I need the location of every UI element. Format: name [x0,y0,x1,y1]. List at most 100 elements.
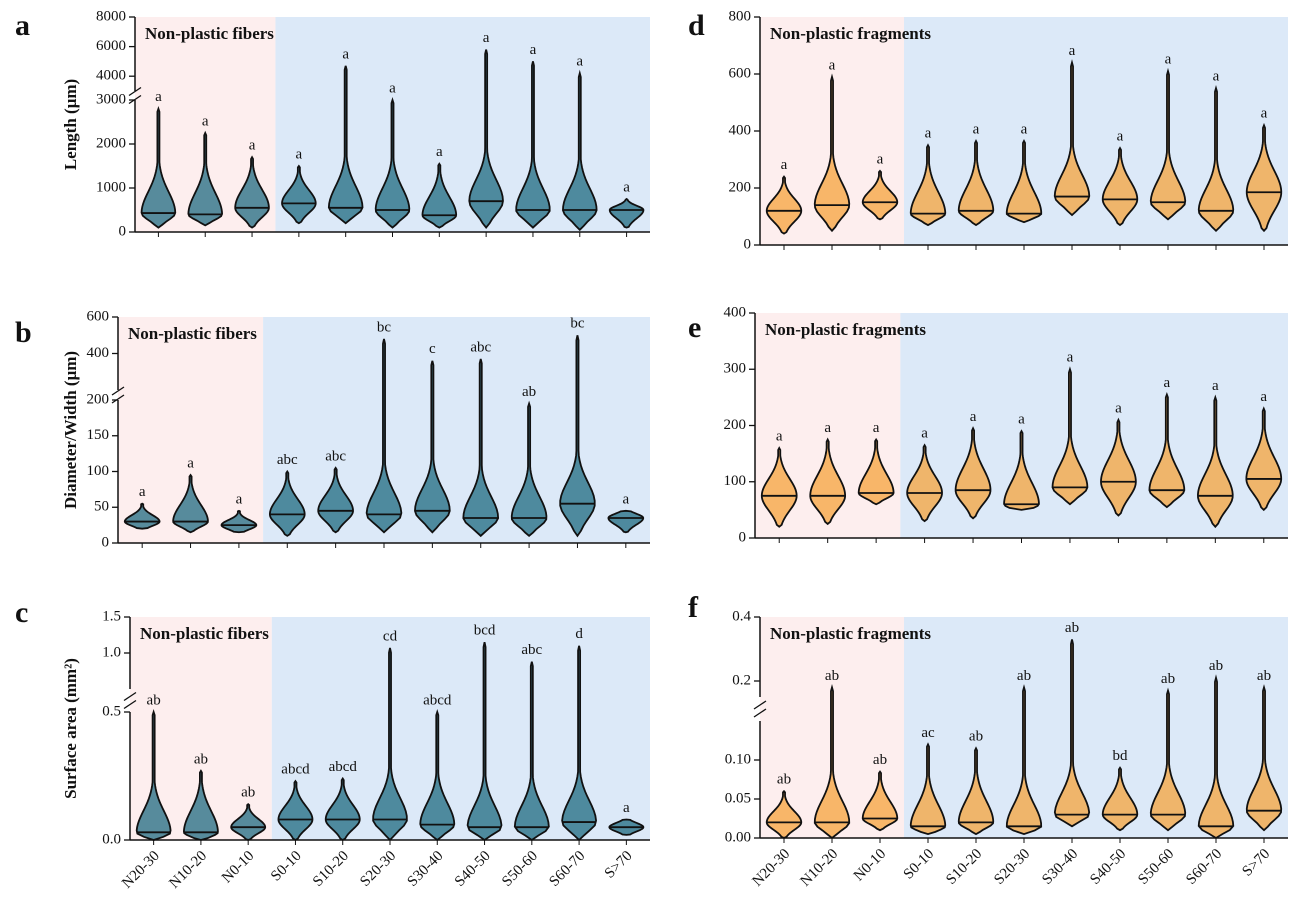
y-tick-label: 200 [729,179,752,195]
violin [1053,59,1091,217]
x-tick-label: S60-70 [546,848,588,890]
y-tick-label: 1000 [96,179,126,195]
violin [1245,406,1283,512]
significance-letter: a [389,80,396,96]
violin [1100,417,1137,517]
x-tick-label: N0-10 [851,846,889,884]
axis-break [123,699,137,710]
violin [760,446,798,528]
significance-letter: a [973,121,980,137]
violin [608,197,645,229]
significance-letter: ab [147,692,161,708]
violin [172,473,209,534]
significance-letter: bc [570,316,585,332]
significance-letter: a [925,126,932,142]
axis-break [753,708,767,718]
y-tick-label: 0.5 [102,703,121,719]
violin [954,426,992,520]
significance-letter: ac [921,725,935,741]
x-tick-label: S30-40 [1039,846,1081,888]
x-tick-label: S>70 [1239,846,1273,880]
y-tick-label: 0 [119,223,127,239]
background-blue [271,617,650,840]
axis-break [123,691,137,702]
violin [1005,139,1043,224]
significance-letter: a [1164,375,1171,391]
significance-letter: bcd [474,623,496,639]
violin [909,742,947,836]
violin [957,746,995,836]
significance-letter: ab [1209,658,1223,674]
significance-letter: a [829,57,836,73]
significance-letter: a [1260,389,1267,405]
significance-letter: a [296,146,303,162]
y-tick-label: 150 [87,427,110,443]
significance-letter: a [824,420,831,436]
x-tick-label: N0-10 [219,848,257,886]
violin [187,130,223,227]
violin [327,65,364,225]
x-tick-label: N20-30 [119,848,163,892]
significance-letter: ab [1065,620,1079,636]
violin [374,97,411,229]
violin [468,49,504,230]
violin [462,358,500,538]
violin [906,443,943,523]
violin [1005,684,1043,836]
y-tick-label: 0.2 [732,672,751,688]
violin [268,469,306,537]
annotation: Non-plastic fibers [128,324,257,343]
significance-letter: a [436,144,443,160]
significance-letter: a [202,113,209,129]
x-tick-label: S0-10 [268,848,305,885]
violin [1245,122,1283,233]
significance-letter: a [139,484,146,500]
significance-letter: a [1018,412,1025,428]
significance-letter: cd [383,628,398,644]
x-tick-label: S20-30 [357,848,399,890]
y-tick-label: 100 [87,463,110,479]
x-tick-label: S30-40 [405,848,447,890]
significance-letter: ab [1257,668,1271,684]
axis-break [128,86,142,97]
significance-letter: a [249,138,256,154]
violin [957,138,995,227]
y-tick-label: 0 [739,529,747,545]
annotation: Non-plastic fragments [770,24,931,43]
y-axis-label: Diameter/Width (μm) [61,351,80,509]
y-tick-label: 400 [87,345,110,361]
y-tick-label: 800 [729,8,752,24]
significance-letter: a [1165,52,1172,68]
significance-letter: a [1069,43,1076,59]
y-tick-label: 200 [87,391,110,407]
significance-letter: abc [470,339,491,355]
significance-letter: a [187,456,194,472]
violin [510,400,548,538]
significance-letter: a [1115,400,1122,416]
annotation: Non-plastic fibers [140,624,269,643]
panel-label: c [15,596,28,629]
x-tick-label: S40-50 [452,848,494,890]
significance-letter: abc [521,642,542,658]
y-tick-label: 2000 [96,135,126,151]
panel-label: b [15,316,32,349]
violin [861,770,899,832]
violin [559,335,596,538]
x-tick-label: N10-20 [798,846,842,890]
significance-letter: a [1067,350,1074,366]
significance-letter: a [1213,69,1220,85]
y-tick-label: 8000 [96,8,126,24]
x-tick-label: S60-70 [1183,846,1225,888]
significance-letter: a [970,409,977,425]
significance-letter: abcd [423,692,452,708]
x-tick-label: S10-20 [310,848,352,890]
violin [909,143,947,227]
annotation: Non-plastic fibers [145,24,274,43]
panel-label: e [688,311,701,344]
violin [1101,146,1139,227]
violin [765,175,803,235]
violin [1197,85,1235,232]
y-tick-label: 4000 [96,68,126,84]
significance-letter: a [623,800,630,816]
violin [562,69,598,232]
